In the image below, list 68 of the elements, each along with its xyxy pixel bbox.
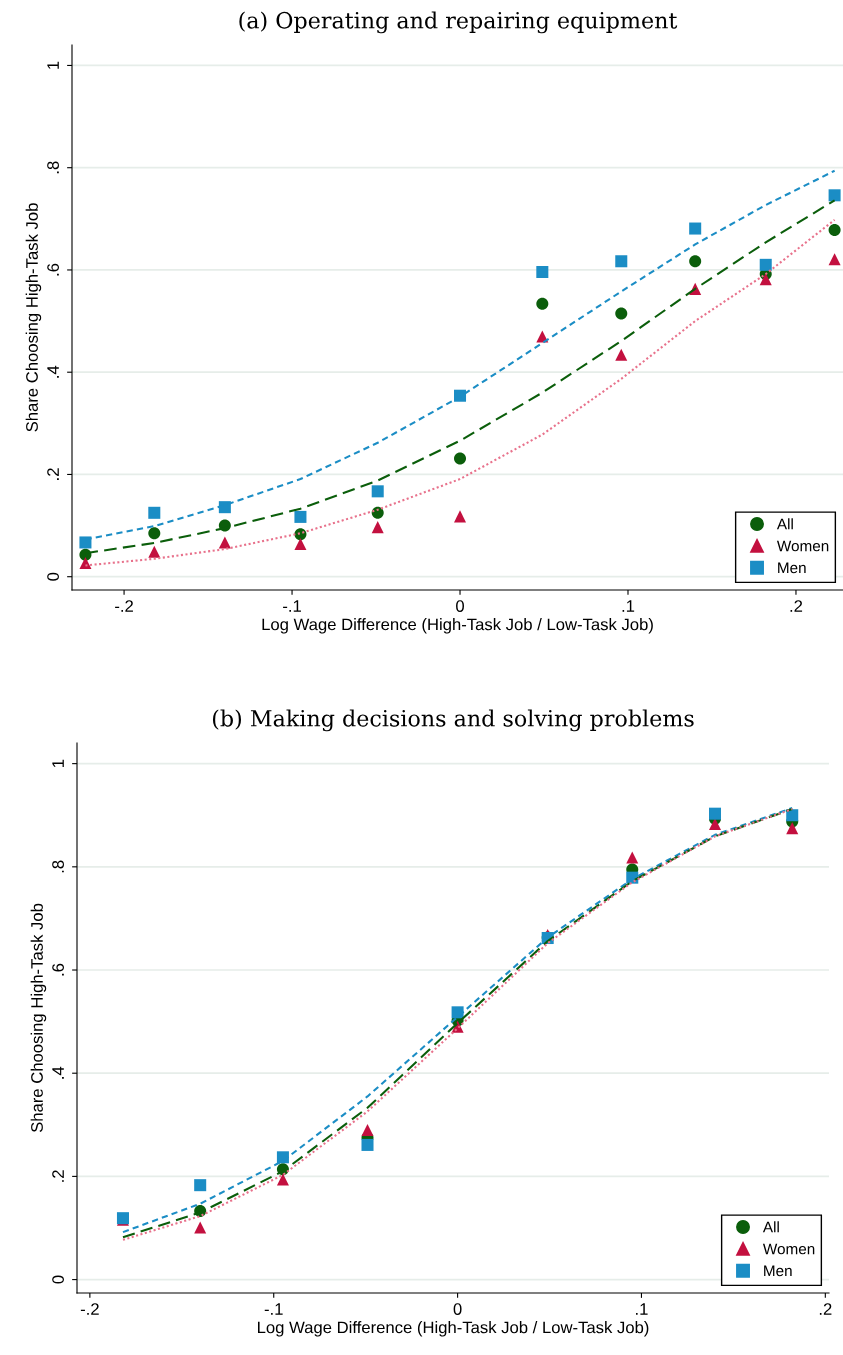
point [194, 1221, 207, 1234]
point [536, 265, 549, 279]
y-tick-label: .8 [47, 161, 59, 174]
point [194, 1179, 207, 1192]
point [689, 222, 702, 235]
point [536, 297, 549, 310]
x-tick-label: -.2 [80, 1303, 99, 1315]
legend-label: Men [764, 1265, 792, 1277]
point [828, 253, 841, 266]
point [361, 1138, 374, 1151]
x-axis-title: Log Wage Difference (High-Task Job / Low-Task Job) [258, 1321, 649, 1337]
y-tick-label: 0 [52, 1275, 64, 1284]
x-tick-label: .1 [622, 600, 635, 612]
point [708, 817, 722, 831]
point [148, 506, 161, 519]
y-tick-label: .4 [52, 1066, 64, 1079]
x-axis-title: Log Wage Difference (High-Task Job / Low-Task Job) [262, 618, 653, 634]
y-tick-label: .2 [52, 1170, 64, 1182]
y-axis-title: Share Choosing High-Task Job [25, 203, 42, 432]
point [626, 851, 639, 864]
point [294, 510, 307, 523]
point [615, 307, 628, 320]
legend-label: Women [776, 540, 829, 552]
legend-label: Women [762, 1243, 815, 1255]
x-tick-label: .1 [636, 1303, 648, 1315]
y-tick-label: .6 [47, 263, 59, 276]
point [708, 807, 722, 820]
point [79, 536, 92, 549]
y-tick-label: .6 [52, 963, 64, 976]
x-tick-label: -.1 [264, 1303, 283, 1315]
legend-label: All [776, 518, 793, 530]
point [361, 1123, 374, 1136]
chart-title: (a) Operating and repairing equipment [239, 11, 678, 34]
point [689, 255, 702, 268]
x-tick-label: 0 [456, 600, 464, 612]
y-tick-label: 1 [52, 759, 64, 767]
legend-label: All [762, 1221, 779, 1233]
point [218, 536, 231, 549]
legend-label: Men [778, 562, 806, 574]
point [759, 273, 772, 286]
point [148, 527, 161, 540]
point [828, 189, 841, 202]
point [828, 224, 841, 237]
point [786, 822, 799, 835]
point [371, 485, 384, 498]
point [615, 348, 628, 361]
point [759, 258, 772, 271]
point [276, 1173, 289, 1186]
x-tick-label: .2 [819, 1303, 832, 1315]
x-tick-label: 0 [453, 1303, 462, 1315]
x-tick-label: -.1 [283, 600, 301, 612]
y-tick-label: 1 [47, 61, 59, 69]
point [786, 809, 799, 822]
chart-title: (b) Making decisions and solving problems [212, 709, 694, 732]
y-tick-label: .8 [52, 860, 64, 873]
x-tick-label: -.2 [115, 600, 133, 612]
y-tick-label: .4 [47, 365, 59, 378]
point [454, 452, 467, 465]
point [371, 521, 384, 534]
point [148, 545, 161, 558]
point [79, 556, 92, 569]
y-axis-title: Share Choosing High-Task Job [30, 903, 47, 1133]
y-tick-label: .2 [47, 468, 59, 480]
x-tick-label: .2 [790, 600, 803, 612]
point [294, 537, 307, 550]
y-tick-label: 0 [47, 572, 59, 581]
point [615, 255, 628, 268]
point [454, 510, 467, 523]
